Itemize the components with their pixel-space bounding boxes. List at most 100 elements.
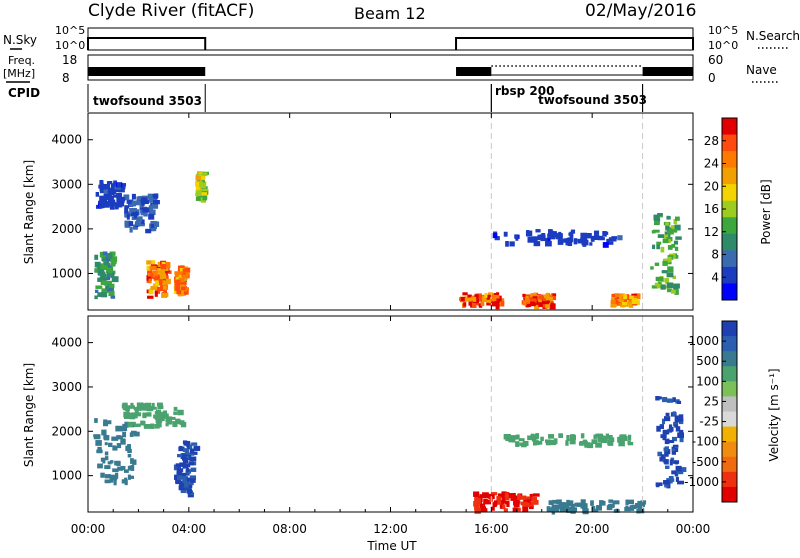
velocity-cell (607, 439, 614, 446)
velocity-cell (93, 434, 101, 440)
power-cell (135, 221, 142, 226)
power-cell (148, 213, 155, 220)
velocity-cell (570, 508, 576, 514)
power-cell (152, 193, 159, 199)
velocity-cell (672, 447, 679, 452)
power-cell (179, 286, 186, 291)
power-cell (158, 270, 166, 274)
power-cell (147, 193, 154, 200)
velocity-cell (600, 435, 605, 440)
velocity-cell (665, 465, 670, 469)
velocity-cell (188, 482, 194, 486)
velocity-cell (567, 500, 574, 504)
velocity-cell (608, 435, 613, 440)
power-cell (129, 207, 136, 214)
power-cell (664, 231, 671, 238)
power-cell (480, 300, 485, 307)
velocity-cell (551, 504, 557, 508)
power-cell (115, 203, 123, 208)
power-cell (157, 261, 161, 268)
velocity-cell (582, 503, 588, 510)
power-cell (522, 301, 527, 306)
power-cell (159, 273, 167, 280)
power-cell (490, 301, 496, 307)
power-cell (150, 273, 156, 277)
power-cell (103, 189, 110, 195)
velocity-colorbar-swatch (722, 381, 737, 397)
power-cell (478, 303, 483, 308)
power-cell (132, 224, 138, 230)
power-cell (103, 194, 110, 200)
power-cell (142, 207, 150, 213)
velocity-cell (659, 424, 665, 429)
power-cell (460, 296, 466, 302)
velocity-cell (671, 451, 677, 455)
power-cell (103, 261, 110, 266)
power-cell (94, 268, 99, 273)
velocity-cell (676, 418, 684, 422)
power-cell (505, 241, 509, 247)
power-cell (484, 292, 488, 298)
velocity-cell (479, 494, 483, 498)
velocity-cell (661, 454, 665, 459)
velocity-cell (530, 436, 537, 440)
velocity-cell (513, 503, 520, 508)
velocity-cell (672, 397, 676, 403)
power-cell (99, 199, 104, 206)
velocity-cell (656, 425, 661, 432)
power-cell (631, 298, 638, 304)
velocity-cell (522, 503, 528, 508)
power-cell (181, 291, 187, 295)
power-cell (509, 241, 515, 247)
power-cell (614, 298, 618, 304)
velocity-cell (669, 459, 673, 466)
power-cell (653, 214, 660, 221)
velocity-cell (186, 467, 190, 473)
power-cell (537, 234, 541, 241)
power-cell (493, 294, 500, 299)
power-cell (100, 189, 104, 194)
power-cell (179, 277, 185, 283)
velocity-cell (618, 440, 625, 447)
velocity-cell (474, 508, 481, 514)
velocity-cell (620, 434, 627, 440)
power-cell (182, 280, 187, 286)
velocity-cell (513, 500, 520, 506)
power-cell (99, 186, 107, 192)
power-cell (486, 302, 492, 306)
velocity-cell (175, 418, 181, 425)
velocity-cell (115, 425, 123, 432)
velocity-cell (532, 493, 540, 497)
power-colorbar-swatch (722, 167, 737, 185)
power-cell (97, 292, 103, 297)
power-colorbar-swatch (722, 151, 737, 169)
power-cell (533, 241, 541, 247)
power-cell (150, 224, 154, 228)
velocity-cell (107, 461, 112, 465)
power-data (94, 113, 682, 310)
power-cell (611, 293, 619, 298)
velocity-colorbar-swatch (722, 396, 737, 412)
velocity-cell (112, 468, 119, 473)
cpid-label: CPID (8, 86, 40, 100)
power-cell (525, 302, 531, 307)
power-cell (614, 293, 620, 298)
power-cell (181, 282, 185, 286)
velocity-colorbar-swatch (722, 471, 737, 488)
power-cell (611, 236, 618, 240)
velocity-cell (154, 423, 160, 429)
power-cell (174, 271, 181, 277)
velocity-cell (591, 505, 596, 512)
velocity-cell (565, 440, 569, 446)
velocity-cell (180, 488, 187, 494)
velocity-cell (523, 498, 529, 503)
power-cell (158, 277, 164, 283)
velocity-cell (126, 411, 130, 418)
velocity-cell (639, 501, 645, 508)
velocity-cell (182, 465, 188, 469)
velocity-cell (144, 424, 151, 429)
velocity-axis: 4000 3000 2000 1000 (51, 336, 693, 483)
velocity-cell (599, 500, 604, 506)
power-cell (654, 262, 660, 266)
power-cell (152, 196, 158, 202)
